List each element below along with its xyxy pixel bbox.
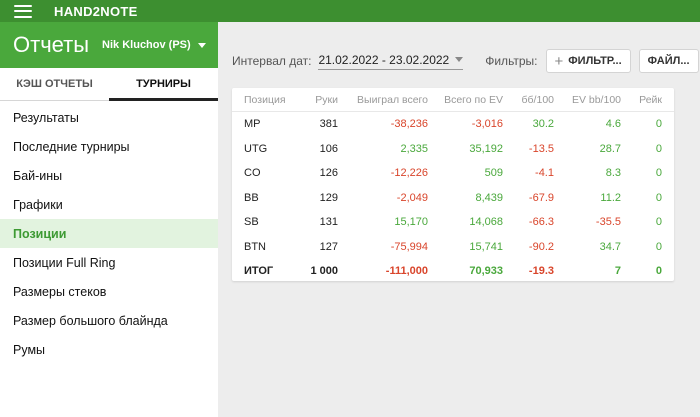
date-interval-label: Интервал дат: xyxy=(232,54,312,68)
cell-ev-bb100: 28.7 xyxy=(599,142,621,155)
cell-bb100: -19.3 xyxy=(528,265,554,278)
cell-position: UTG xyxy=(244,142,268,155)
cell-total-won: -12,226 xyxy=(390,167,428,180)
cell-bb100: -13.5 xyxy=(528,142,554,155)
cell-rake: 0 xyxy=(655,191,662,204)
table-row[interactable]: CO 126 -12,226 509 -4.1 8.3 0 xyxy=(232,161,674,186)
cell-hands: 129 xyxy=(319,191,338,204)
cell-position: BTN xyxy=(244,240,266,253)
add-filter-button[interactable]: + ФИЛЬТР... xyxy=(545,49,631,73)
cell-total-won: -75,994 xyxy=(390,240,428,253)
cell-bb100: -90.2 xyxy=(528,240,554,253)
cell-bb100: -66.3 xyxy=(528,216,554,229)
table-row[interactable]: BTN 127 -75,994 15,741 -90.2 34.7 0 xyxy=(232,235,674,260)
cell-total-won: 2,335 xyxy=(400,142,428,155)
date-range-value: 21.02.2022 - 23.02.2022 xyxy=(318,52,450,67)
cell-bb100: -4.1 xyxy=(535,167,554,180)
tab-cash-reports[interactable]: КЭШ ОТЧЕТЫ xyxy=(16,78,93,90)
sidebar-item-stack-sizes[interactable]: Размеры стеков xyxy=(13,284,107,299)
cell-total-ev: 35,192 xyxy=(469,142,503,155)
cell-bb100: -67.9 xyxy=(528,191,554,204)
sidebar-header: Отчеты Nik Kluchov (PS) xyxy=(0,22,218,68)
positions-table: Позиция Руки Выиграл всего Всего по EV б… xyxy=(232,88,674,281)
report-list: Результаты Последние турниры Бай-ины Гра… xyxy=(0,101,218,364)
column-header-hands[interactable]: Руки xyxy=(315,93,338,106)
cell-ev-bb100: 8.3 xyxy=(605,167,621,180)
table-row[interactable]: UTG 106 2,335 35,192 -13.5 28.7 0 xyxy=(232,137,674,162)
column-header-total-won[interactable]: Выиграл всего xyxy=(357,93,428,106)
date-range-select[interactable]: 21.02.2022 - 23.02.2022 xyxy=(318,52,464,70)
table-row[interactable]: MP 381 -38,236 -3,016 30.2 4.6 0 xyxy=(232,112,674,137)
cell-rake: 0 xyxy=(655,265,662,278)
file-button[interactable]: ФАЙЛ... xyxy=(638,49,699,73)
cell-total-ev: 70,933 xyxy=(469,265,503,278)
sidebar-item-buyins[interactable]: Бай-ины xyxy=(13,168,63,183)
page-title: Отчеты xyxy=(13,32,90,57)
cell-rake: 0 xyxy=(655,118,662,131)
hamburger-menu-icon[interactable] xyxy=(14,4,32,18)
cell-rake: 0 xyxy=(655,142,662,155)
sidebar-item-results[interactable]: Результаты xyxy=(13,110,79,125)
table-row[interactable]: SB 131 15,170 14,068 -66.3 -35.5 0 xyxy=(232,210,674,235)
cell-rake: 0 xyxy=(655,216,662,229)
cell-hands: 126 xyxy=(319,167,338,180)
chevron-down-icon xyxy=(197,42,206,48)
cell-total-ev: -3,016 xyxy=(471,118,503,131)
profile-name: Nik Kluchov (PS) xyxy=(102,39,191,51)
cell-ev-bb100: 4.6 xyxy=(605,118,621,131)
column-header-rake[interactable]: Рейк xyxy=(639,93,662,106)
cell-position: BB xyxy=(244,191,259,204)
cell-total-ev: 15,741 xyxy=(469,240,503,253)
cell-total-won: -111,000 xyxy=(385,265,428,278)
cell-hands: 131 xyxy=(319,216,338,229)
cell-hands: 381 xyxy=(319,118,338,131)
sidebar: Отчеты Nik Kluchov (PS) КЭШ ОТЧЕТЫ ТУРНИ… xyxy=(0,22,218,417)
cell-ev-bb100: 7 xyxy=(614,265,621,278)
tab-tournaments[interactable]: ТУРНИРЫ xyxy=(109,68,218,101)
cell-hands: 1 000 xyxy=(310,265,338,278)
filters-label: Фильтры: xyxy=(485,54,538,68)
add-filter-label: ФИЛЬТР... xyxy=(568,55,622,67)
table-row[interactable]: BB 129 -2,049 8,439 -67.9 11.2 0 xyxy=(232,186,674,211)
cell-hands: 127 xyxy=(319,240,338,253)
cell-total-won: 15,170 xyxy=(394,216,428,229)
cell-ev-bb100: 34.7 xyxy=(599,240,621,253)
sidebar-item-positions[interactable]: Позиции xyxy=(0,219,218,248)
cell-ev-bb100: 11.2 xyxy=(600,191,621,204)
sidebar-item-graphs[interactable]: Графики xyxy=(13,197,63,212)
cell-rake: 0 xyxy=(655,240,662,253)
cell-total-ev: 509 xyxy=(484,167,503,180)
cell-bb100: 30.2 xyxy=(532,118,554,131)
cell-position: CO xyxy=(244,167,261,180)
sidebar-item-positions-full-ring[interactable]: Позиции Full Ring xyxy=(13,255,116,270)
file-button-label: ФАЙЛ... xyxy=(647,55,690,67)
profile-selector[interactable]: Nik Kluchov (PS) xyxy=(102,39,206,51)
column-header-total-ev[interactable]: Всего по EV xyxy=(444,93,503,106)
cell-position: MP xyxy=(244,118,261,131)
cell-total-won: -38,236 xyxy=(390,118,428,131)
sidebar-item-big-blind-size[interactable]: Размер большого блайнда xyxy=(13,313,168,328)
chevron-down-icon xyxy=(455,57,464,62)
report-toolbar: Интервал дат: 21.02.2022 - 23.02.2022 Фи… xyxy=(232,48,699,74)
cell-total-ev: 14,068 xyxy=(469,216,503,229)
cell-total-ev: 8,439 xyxy=(475,191,503,204)
cell-hands: 106 xyxy=(319,142,338,155)
top-app-bar: HAND2NOTE xyxy=(0,0,700,22)
cell-total-won: -2,049 xyxy=(396,191,428,204)
column-header-bb100[interactable]: бб/100 xyxy=(521,93,554,106)
table-total-row: ИТОГ 1 000 -111,000 70,933 -19.3 7 0 xyxy=(232,259,674,284)
cell-position: ИТОГ xyxy=(244,265,274,278)
cell-ev-bb100: -35.5 xyxy=(595,216,621,229)
table-header: Позиция Руки Выиграл всего Всего по EV б… xyxy=(232,88,674,112)
cell-rake: 0 xyxy=(655,167,662,180)
report-tabs: КЭШ ОТЧЕТЫ ТУРНИРЫ xyxy=(0,68,218,101)
column-header-ev-bb100[interactable]: EV bb/100 xyxy=(571,93,621,106)
plus-icon: + xyxy=(554,52,564,70)
cell-position: SB xyxy=(244,216,259,229)
column-header-position[interactable]: Позиция xyxy=(244,93,286,106)
sidebar-item-rooms[interactable]: Румы xyxy=(13,342,46,357)
sidebar-item-recent-tournaments[interactable]: Последние турниры xyxy=(13,139,130,154)
app-title: HAND2NOTE xyxy=(54,3,138,19)
